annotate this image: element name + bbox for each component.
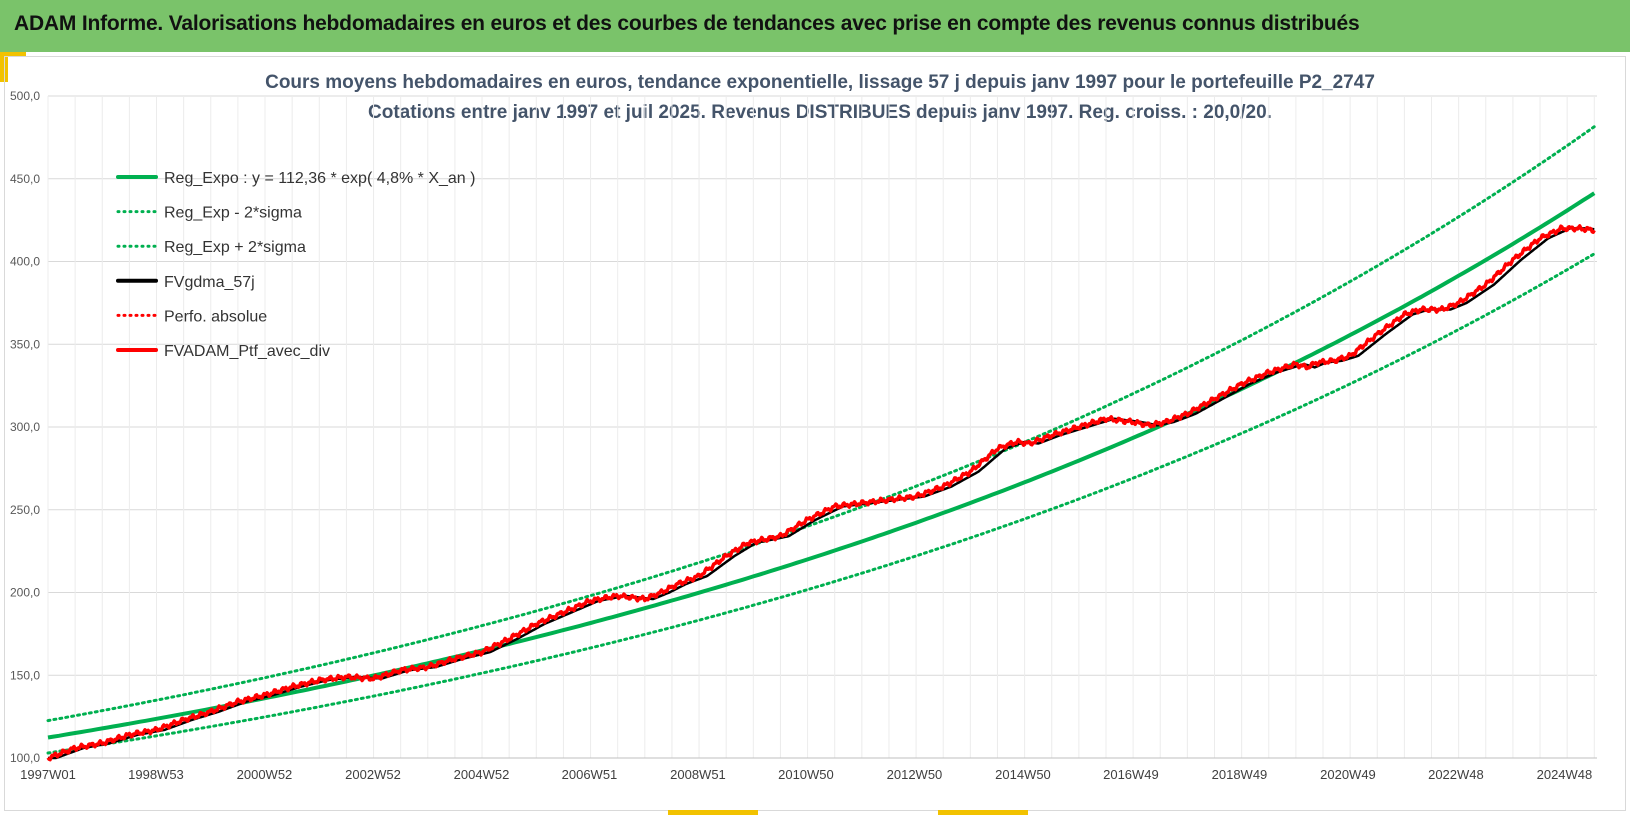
legend-label: FVADAM_Ptf_avec_div: [164, 343, 330, 360]
x-tick-label: 2000W52: [237, 767, 293, 782]
series-fvgdma-57j: [48, 227, 1595, 760]
x-tick-label: 2020W49: [1320, 767, 1376, 782]
x-axis-ticks: 1997W01 1998W53 2000W52 2002W52 2004W52 2006W…: [20, 767, 1592, 782]
y-tick-label: 200,0: [10, 586, 40, 600]
y-tick-label: 350,0: [10, 337, 40, 351]
gridlines: [47, 95, 1597, 759]
series-reg-minus-2sigma: [46, 252, 1596, 755]
bottom-accent-2: [938, 810, 1028, 815]
corner-accent-top: [0, 52, 26, 57]
y-axis-ticks: 100,0 150,0 200,0 250,0 300,0 350,0 400,0 450,0…: [10, 89, 40, 765]
header-banner: ADAM Informe. Valorisations hebdomadaire…: [0, 0, 1630, 52]
x-tick-label: 2016W49: [1103, 767, 1159, 782]
x-tick-label: 2024W48: [1537, 767, 1593, 782]
x-tick-label: 2006W51: [562, 767, 618, 782]
x-tick-label: 2008W51: [670, 767, 726, 782]
series-fvadam-ptf: [46, 224, 1596, 762]
banner-title: ADAM Informe. Valorisations hebdomadaire…: [14, 12, 1360, 35]
y-tick-label: 500,0: [10, 89, 40, 103]
legend-label: Reg_Exp + 2*sigma: [164, 239, 306, 256]
y-tick-label: 400,0: [10, 255, 40, 269]
chart-title-line1: Cours moyens hebdomadaires en euros, ten…: [265, 72, 1375, 93]
series-reg-expo: [47, 191, 1596, 740]
x-tick-label: 2022W48: [1428, 767, 1484, 782]
x-tick-label: 2012W50: [887, 767, 943, 782]
y-tick-label: 100,0: [10, 751, 40, 765]
x-tick-label: 2010W50: [778, 767, 834, 782]
chart-legend: Reg_Expo : y = 112,36 * exp( 4,8% * X_an…: [116, 170, 475, 360]
x-tick-label: 1998W53: [128, 767, 184, 782]
y-tick-label: 150,0: [10, 668, 40, 682]
chart-frame: [4, 56, 1626, 811]
x-tick-label: 1997W01: [20, 767, 76, 782]
legend-label: FVgdma_57j: [164, 274, 255, 291]
x-tick-label: 2004W52: [454, 767, 510, 782]
legend-label: Reg_Expo : y = 112,36 * exp( 4,8% * X_an…: [164, 170, 475, 187]
chart-series: [46, 125, 1596, 762]
series-reg-plus-2sigma: [46, 125, 1596, 723]
y-tick-label: 250,0: [10, 503, 40, 517]
x-tick-label: 2018W49: [1212, 767, 1268, 782]
legend-label: Perfo. absolue: [164, 308, 267, 325]
x-tick-label: 2002W52: [345, 767, 401, 782]
x-tick-label: 2014W50: [995, 767, 1051, 782]
y-tick-label: 450,0: [10, 172, 40, 186]
bottom-accent-1: [668, 810, 758, 815]
legend-label: Reg_Exp - 2*sigma: [164, 205, 302, 222]
y-tick-label: 300,0: [10, 420, 40, 434]
chart-title-line2: Cotations entre janv 1997 et juil 2025. …: [368, 102, 1272, 123]
